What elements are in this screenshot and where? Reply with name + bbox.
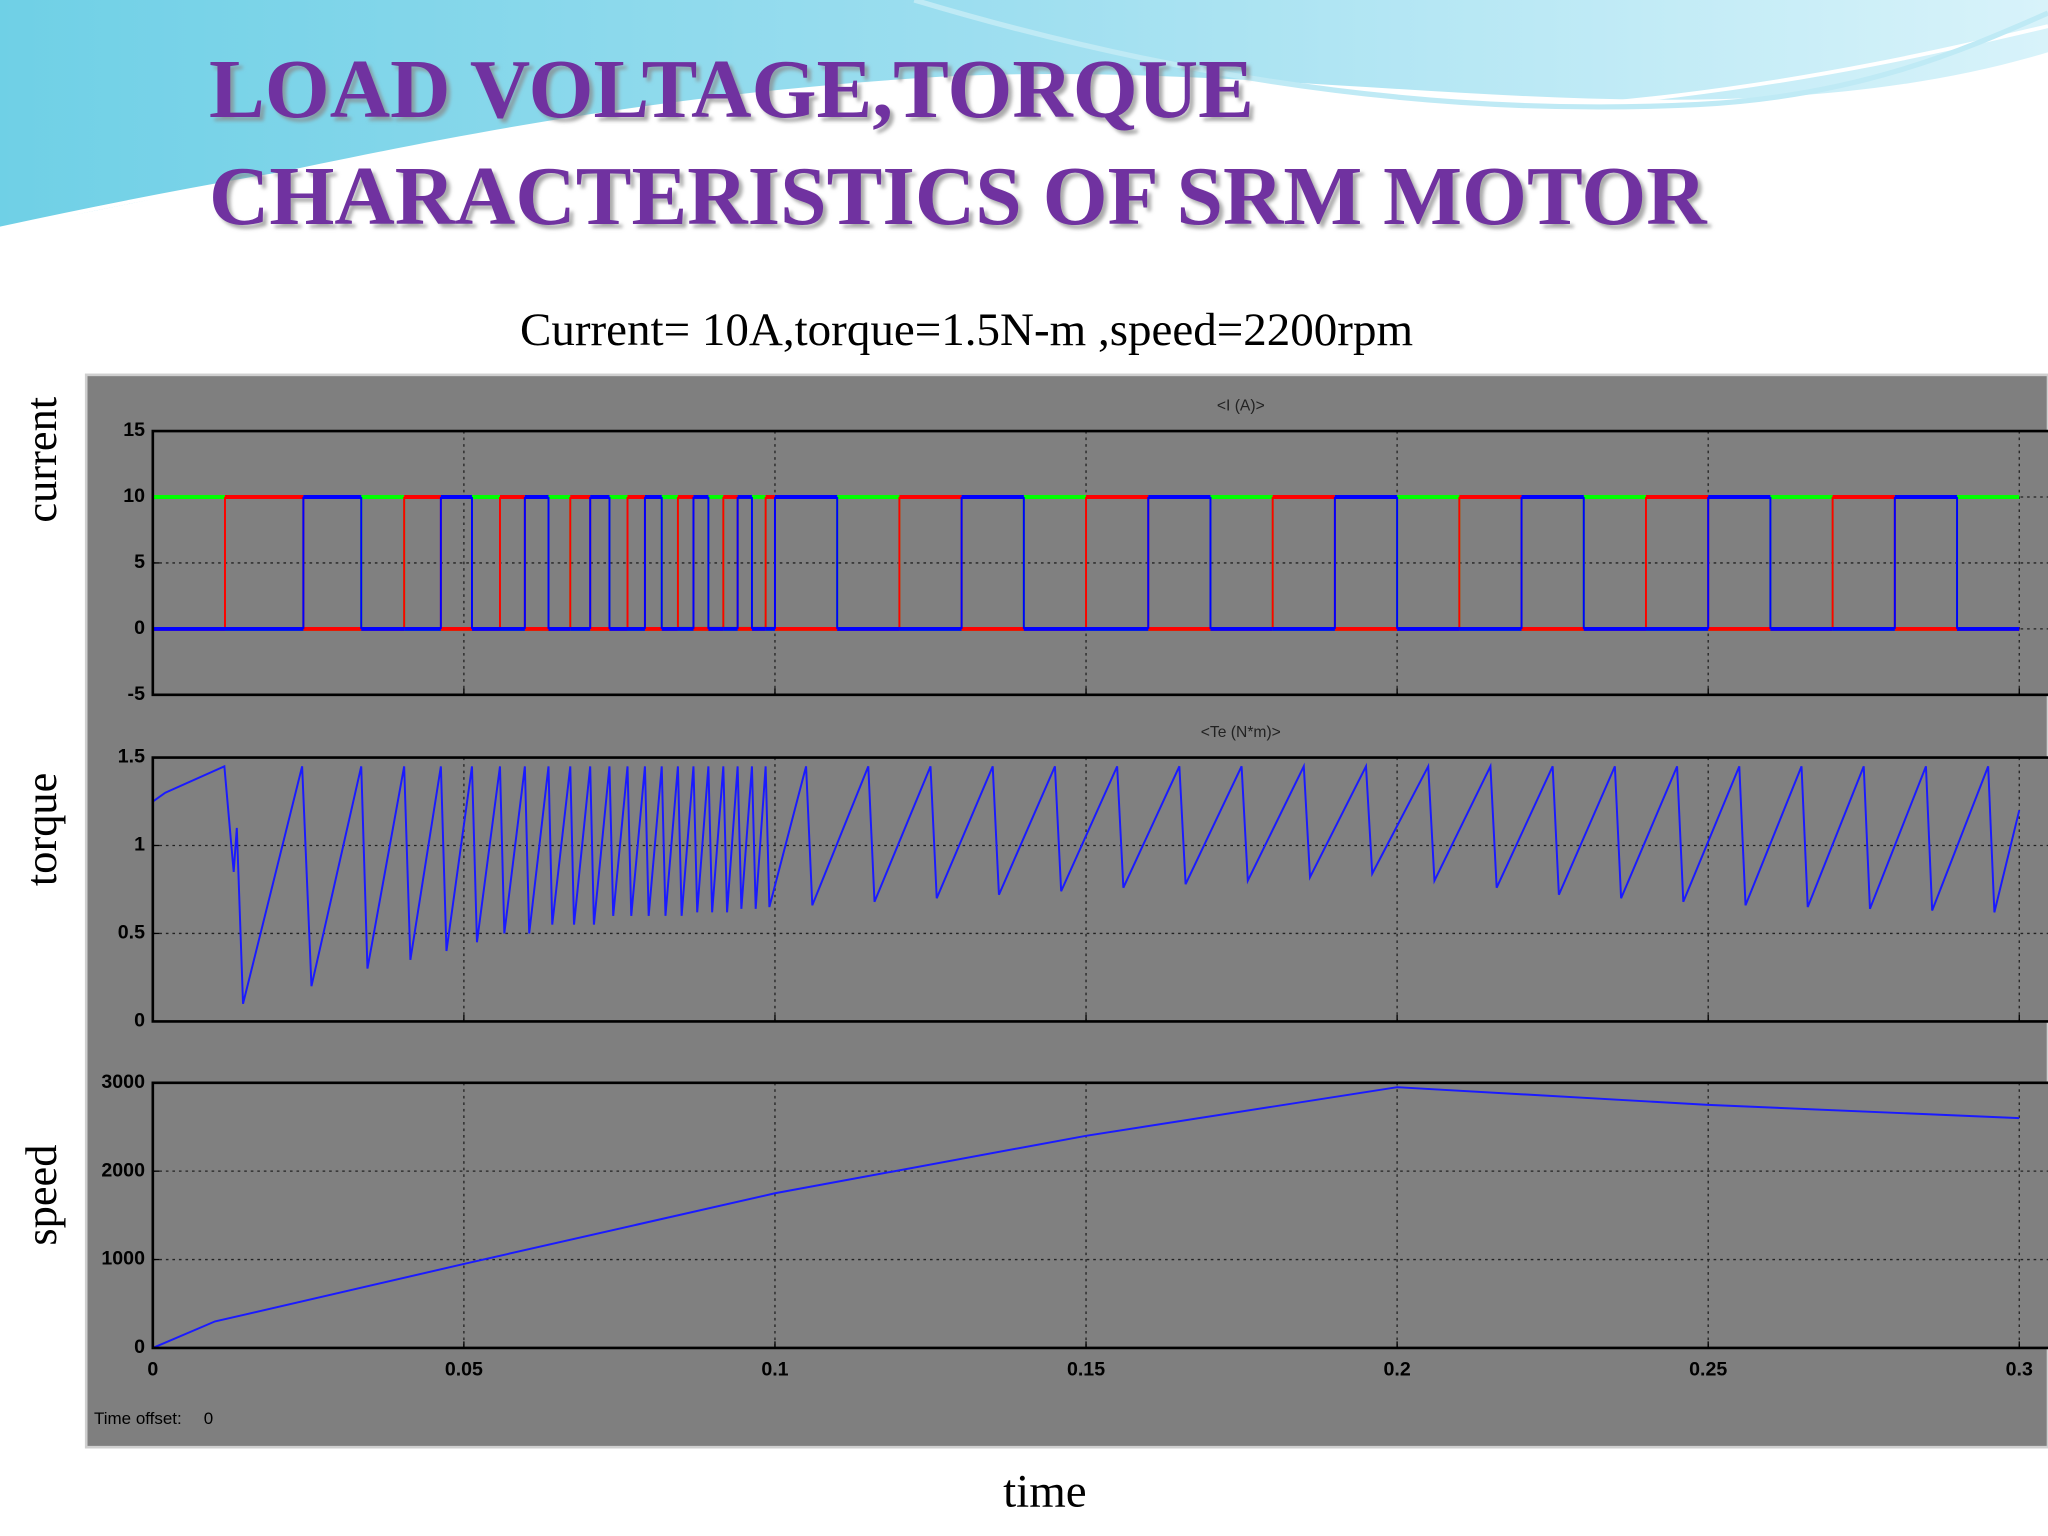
x-tick-label: 0.15 [1067, 1358, 1105, 1380]
plot-area [152, 1082, 2048, 1348]
y-tick-label: 15 [123, 419, 145, 441]
y-tick-label: 5 [134, 551, 145, 573]
y-tick-label: 1 [134, 834, 145, 856]
y-tick-label: 1000 [101, 1248, 145, 1270]
y-axis-label: torque [16, 773, 66, 886]
plot-title: <Te (N*m)> [1201, 724, 1281, 741]
y-tick-label: 0 [134, 1336, 145, 1358]
plot-frame [151, 1081, 2048, 1350]
wave-line [0, 24, 2048, 231]
y-tick-label: 10 [123, 485, 145, 507]
data-line [152, 1086, 2020, 1349]
y-tick-label: 0 [134, 1010, 145, 1032]
y-axis-label: current [16, 396, 66, 522]
wave-line [913, 0, 2048, 110]
x-tick-label: 0.2 [1384, 1358, 1411, 1380]
x-tick-label: 0.25 [1689, 1358, 1727, 1380]
title-line: CHARACTERISTICS OF SRM MOTOR [209, 151, 1708, 243]
data-line [152, 762, 2021, 1005]
header-wave [0, 0, 2048, 229]
x-tick-label: 0.3 [2006, 1358, 2033, 1380]
time-offset: 0 [204, 1409, 213, 1428]
plot-title: <I (A)> [1217, 397, 1265, 414]
y-tick-label: 0 [134, 617, 145, 639]
plot-frame [151, 429, 2048, 697]
y-tick-label: 3000 [101, 1071, 145, 1093]
x-axis-label: time [1003, 1465, 1087, 1517]
y-tick-label: 0.5 [118, 922, 145, 944]
y-tick-label: 1.5 [118, 746, 145, 768]
subtitle: Current= 10A,torque=1.5N-m ,speed=2200rp… [520, 304, 1413, 356]
title-line: LOAD VOLTAGE,TORQUE [209, 44, 1254, 136]
time-offset-label: Time offset: [94, 1409, 182, 1428]
x-tick-label: 0.05 [445, 1358, 483, 1380]
y-tick-label: 2000 [101, 1159, 145, 1181]
y-axis-label: speed [16, 1145, 66, 1246]
x-tick-label: 0 [147, 1358, 158, 1380]
plot-area [152, 757, 2048, 1022]
plot-frame [151, 756, 2048, 1023]
y-tick-label: -5 [128, 683, 146, 705]
x-tick-label: 0.1 [761, 1358, 788, 1380]
